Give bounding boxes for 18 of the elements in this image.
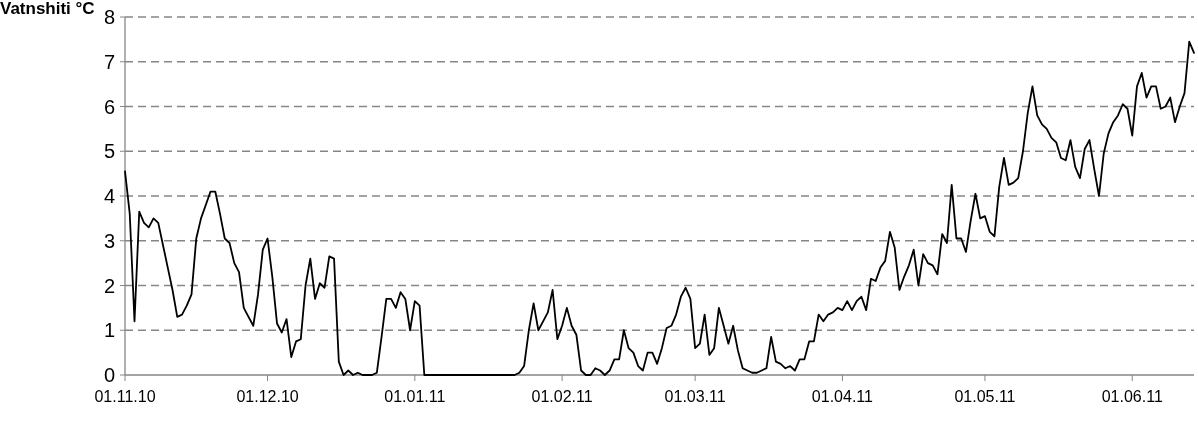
y-tick-label: 8 xyxy=(103,6,115,28)
x-tick-label: 01.02.11 xyxy=(531,388,593,405)
y-tick-label: 3 xyxy=(103,229,115,252)
x-tick-label: 01.05.11 xyxy=(954,388,1016,405)
y-tick-label: 2 xyxy=(103,274,115,297)
y-tick-label: 5 xyxy=(103,140,115,163)
y-tick-label: 7 xyxy=(103,50,115,73)
chart-title: Vatnshiti °C xyxy=(0,0,95,18)
y-tick-label: 0 xyxy=(103,364,115,386)
x-tick-label: 01.04.11 xyxy=(811,388,874,405)
x-tick-label: 01.03.11 xyxy=(664,388,726,405)
x-tick-label: 01.06.11 xyxy=(1101,388,1163,405)
x-tick-label: 01.12.10 xyxy=(236,388,299,405)
x-tick-label: 01.01.11 xyxy=(384,388,446,405)
x-tick-label: 01.11.10 xyxy=(94,388,156,405)
y-tick-label: 1 xyxy=(103,319,115,342)
y-tick-label: 4 xyxy=(103,185,115,207)
y-tick-label: 6 xyxy=(103,95,115,118)
